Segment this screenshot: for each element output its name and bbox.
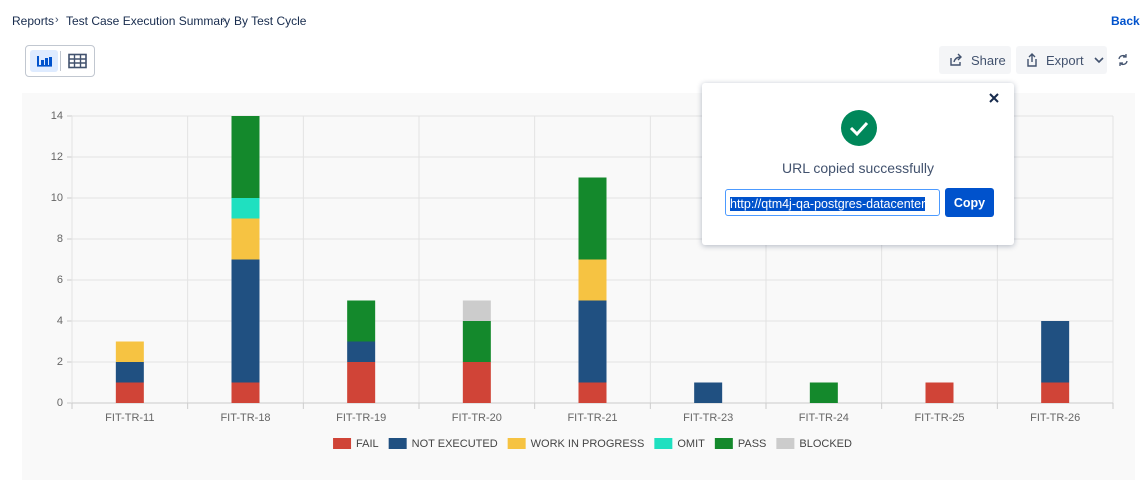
y-tick-label: 0 (57, 397, 63, 409)
chart-view-button[interactable] (30, 50, 58, 72)
breadcrumb-link[interactable]: Reports (12, 14, 55, 28)
x-tick-label: FIT-TR-20 (452, 412, 502, 424)
legend-label: FAIL (356, 438, 379, 450)
bar-segment (347, 362, 376, 403)
x-tick-label: FIT-TR-23 (683, 412, 733, 424)
popup-message: URL copied successfully (782, 160, 934, 176)
share-button[interactable]: Share (939, 46, 1011, 74)
toggle-divider (60, 51, 61, 71)
x-tick-label: FIT-TR-18 (220, 412, 270, 424)
y-tick-label: 4 (57, 315, 63, 327)
legend-swatch (333, 438, 352, 449)
x-tick-label: FIT-TR-24 (799, 412, 849, 424)
y-tick-label: 10 (51, 192, 63, 204)
bar-segment (578, 300, 607, 383)
copy-button[interactable]: Copy (945, 188, 994, 217)
share-label: Share (971, 52, 1006, 68)
bar-segment (694, 382, 723, 403)
table-view-button[interactable] (64, 50, 92, 72)
legend-swatch (388, 438, 407, 449)
y-tick-label: 12 (51, 151, 63, 163)
bar-segment (231, 259, 260, 383)
export-label: Export (1046, 52, 1084, 68)
bar-segment (1041, 321, 1070, 383)
legend: FAIL NOT EXECUTED WORK IN PROGRESS OMIT PASS… (333, 438, 852, 450)
share-icon (950, 53, 962, 66)
bar-segment (462, 321, 491, 362)
bar-segment (462, 300, 491, 321)
legend-swatch (654, 438, 673, 449)
legend-label: BLOCKED (799, 438, 852, 450)
legend-swatch (507, 438, 526, 449)
chart-icon (37, 56, 52, 67)
close-button[interactable] (988, 92, 1000, 104)
x-tick-label: FIT-TR-21 (567, 412, 617, 424)
bar-segment (115, 341, 144, 362)
bar-segment (231, 198, 260, 219)
bar-segment (1041, 382, 1070, 403)
x-tick-label: FIT-TR-19 (336, 412, 386, 424)
breadcrumb-separator: › (55, 14, 59, 26)
legend-label: NOT EXECUTED (412, 438, 498, 450)
bar-segment (231, 116, 260, 198)
legend-label: OMIT (677, 438, 705, 450)
legend-label: PASS (738, 438, 767, 450)
bar-segment (809, 382, 838, 403)
legend-swatch (714, 438, 733, 449)
breadcrumb-link[interactable]: Test Case Execution Summary (66, 14, 231, 28)
breadcrumb-separator: › (222, 14, 226, 26)
url-input[interactable]: http://qtm4j-qa-postgres-datacenter (725, 189, 940, 216)
bar-segment (115, 362, 144, 383)
refresh-button[interactable] (1116, 53, 1130, 67)
x-tick-label: FIT-TR-25 (914, 412, 964, 424)
bar-segment (231, 382, 260, 403)
breadcrumb-current: By Test Cycle (234, 14, 307, 28)
bar-segment (231, 218, 260, 260)
legend-swatch (776, 438, 795, 449)
legend-label: WORK IN PROGRESS (531, 438, 645, 450)
bar-segment (347, 341, 376, 362)
success-icon (841, 110, 877, 146)
y-tick-label: 2 (57, 356, 63, 368)
chevron-icon (1094, 57, 1104, 64)
chart: 0 2 4 6 8 10 12 14 FIT-TR-11 FIT-TR-18 FIT-TR-19 FI… (51, 110, 1114, 450)
bar-segment (578, 259, 607, 301)
view-toggle (25, 45, 95, 77)
export-icon (1027, 53, 1037, 67)
x-tick-label: FIT-TR-11 (105, 412, 154, 424)
bar-segment (578, 382, 607, 403)
share-popup: URL copied successfully http://qtm4j-qa-… (702, 83, 1014, 245)
y-tick-label: 6 (57, 274, 63, 286)
back-link[interactable]: Back (1111, 14, 1140, 28)
url-text: http://qtm4j-qa-postgres-datacenter (730, 197, 926, 211)
x-tick-label: FIT-TR-26 (1030, 412, 1080, 424)
table-icon (68, 53, 87, 69)
export-button[interactable]: Export (1016, 46, 1107, 74)
y-tick-label: 14 (51, 110, 63, 122)
bar-segment (925, 382, 954, 403)
bar-segment (115, 382, 144, 403)
bar-segment (462, 362, 491, 403)
bar-segment (578, 177, 607, 260)
bar-segment (347, 300, 376, 342)
y-tick-label: 8 (57, 233, 63, 245)
